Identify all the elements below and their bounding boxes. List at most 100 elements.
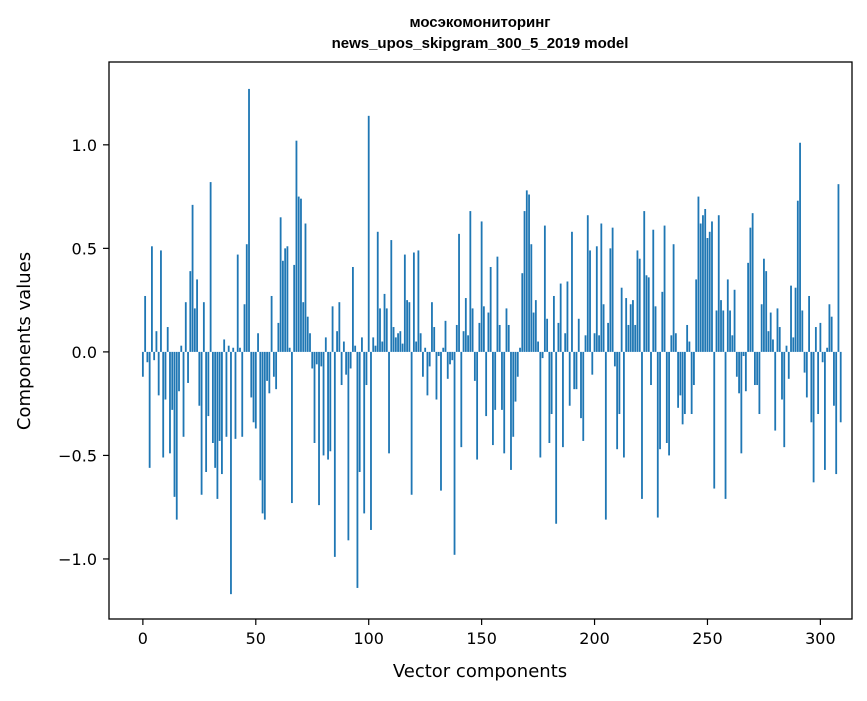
- bar: [584, 335, 587, 352]
- bar: [270, 295, 273, 352]
- bar: [711, 221, 713, 352]
- bar: [263, 351, 266, 520]
- bar: [365, 351, 368, 386]
- bar: [532, 312, 535, 352]
- bar: [638, 258, 641, 352]
- bar: [304, 223, 307, 352]
- x-axis-ticks: 0 50 100 150 200 250 300: [138, 619, 836, 648]
- bar: [510, 351, 512, 470]
- bar: [826, 347, 829, 352]
- bar: [550, 351, 553, 415]
- bar: [216, 351, 219, 499]
- bar: [266, 351, 268, 381]
- bar: [690, 351, 693, 415]
- bar: [189, 271, 192, 352]
- x-tick-label: 50: [246, 629, 266, 648]
- y-tick-label: 1.0: [72, 136, 97, 155]
- x-axis-label: Vector components: [393, 661, 567, 682]
- x-tick-label: 0: [138, 629, 148, 648]
- bar: [516, 351, 519, 377]
- bar: [521, 273, 524, 352]
- bar: [537, 341, 539, 352]
- bar: [582, 351, 585, 441]
- bar: [505, 308, 508, 352]
- bar: [559, 283, 562, 352]
- x-tick-label: 150: [466, 629, 497, 648]
- bar: [347, 351, 350, 541]
- bar: [731, 335, 734, 352]
- bar: [695, 279, 698, 352]
- bar: [564, 333, 567, 352]
- bar: [580, 351, 582, 419]
- bar: [677, 351, 680, 408]
- bar: [431, 302, 433, 352]
- bar: [376, 231, 379, 352]
- bar: [383, 293, 386, 352]
- bar: [250, 351, 253, 398]
- bar: [155, 331, 158, 352]
- bar: [647, 277, 650, 352]
- bar: [589, 250, 591, 352]
- bar: [370, 351, 372, 530]
- bar: [209, 182, 212, 352]
- bar: [650, 351, 652, 386]
- bar: [697, 196, 700, 352]
- bar: [245, 244, 248, 352]
- bar: [751, 213, 754, 352]
- bar: [726, 279, 729, 352]
- bar: [785, 345, 788, 352]
- bar: [352, 266, 354, 352]
- bar: [440, 351, 442, 491]
- bar: [552, 295, 555, 352]
- bar: [835, 351, 838, 475]
- bar: [699, 223, 702, 352]
- bar: [455, 324, 458, 352]
- x-tick-label: 100: [353, 629, 384, 648]
- bar: [412, 252, 415, 352]
- bar: [157, 351, 160, 396]
- bar: [494, 351, 497, 410]
- chart-title-line2: news_upos_skipgram_300_5_2019 model: [332, 35, 629, 52]
- bar: [613, 351, 616, 367]
- bar: [257, 333, 259, 352]
- bar: [792, 337, 795, 352]
- bar: [763, 258, 765, 352]
- bar: [512, 351, 515, 437]
- bar: [394, 337, 397, 352]
- bar: [812, 351, 815, 483]
- bar: [539, 351, 542, 458]
- bar: [571, 231, 573, 352]
- bar: [437, 351, 440, 357]
- bar: [198, 351, 201, 406]
- bar: [674, 333, 677, 352]
- bar: [485, 351, 488, 417]
- bar: [749, 227, 752, 352]
- bar: [562, 351, 564, 448]
- bar: [318, 351, 320, 506]
- bar: [652, 229, 655, 352]
- bar: [372, 337, 375, 352]
- bar: [153, 351, 156, 361]
- bar: [753, 351, 756, 386]
- bar: [361, 337, 363, 352]
- bar: [814, 327, 817, 352]
- bar: [733, 289, 736, 352]
- bar: [236, 254, 239, 352]
- bar: [358, 351, 361, 472]
- bar: [286, 246, 289, 352]
- bar: [223, 339, 226, 352]
- bar: [656, 351, 659, 518]
- bar: [618, 351, 621, 415]
- bar: [758, 351, 761, 415]
- bar: [681, 351, 684, 425]
- y-tick-label: −0.5: [58, 446, 97, 465]
- bar: [722, 310, 725, 352]
- bar: [248, 88, 250, 352]
- bar: [336, 331, 338, 352]
- bar: [715, 310, 718, 352]
- bar: [593, 333, 596, 352]
- bar: [747, 262, 750, 352]
- bar: [381, 341, 384, 352]
- bar: [388, 351, 390, 454]
